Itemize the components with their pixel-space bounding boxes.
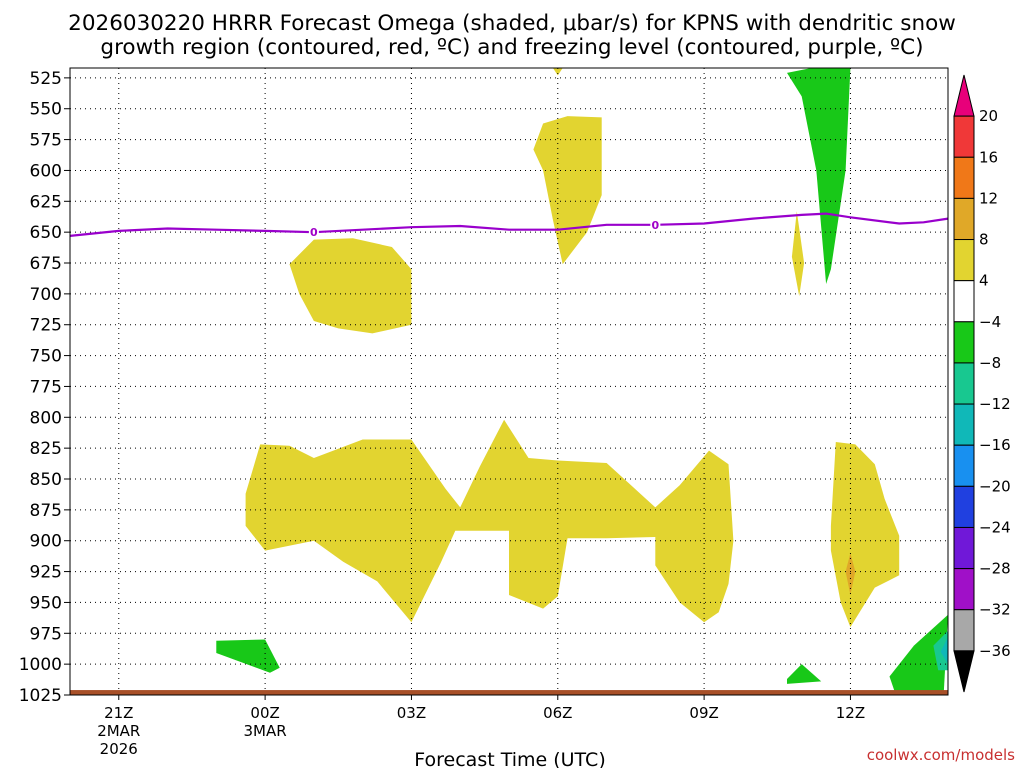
plot-frame <box>69 67 949 696</box>
y-tick-label-675: 675 <box>30 254 62 274</box>
omega-region-9 <box>787 664 822 684</box>
omega-colorbar: 20 16 12 8 4 −4 −8 −12 −16 −20 −24 −28 −32 −36 <box>953 74 1011 693</box>
freezing-label-bg-0 <box>308 225 319 239</box>
omega-region-10 <box>889 614 948 695</box>
x-axis-label: Forecast Time (UTC) <box>414 749 605 768</box>
colorbar-label-8: −16 <box>979 436 1011 454</box>
colorbar-swatch-2 <box>953 156 975 199</box>
colorbar-label-10: −24 <box>979 518 1011 536</box>
colorbar-label-1: 16 <box>979 148 998 166</box>
omega-region-8 <box>216 639 280 673</box>
y-tick-label-950: 950 <box>30 593 62 613</box>
colorbar-swatch-5 <box>953 280 975 323</box>
colorbar-swatch-13 <box>953 609 975 652</box>
freezing-level-label-0: 0 <box>310 226 318 239</box>
colorbar-label-5: −4 <box>979 313 1001 331</box>
pressure-axis: 525 550 575 600 625 650 675 700 725 750 775 800 825 8… <box>19 69 70 706</box>
y-tick-label-600: 600 <box>30 161 62 181</box>
freezing-level-contour: 00 <box>69 212 949 239</box>
x-tick-date-21Z: 2MAR <box>97 722 140 740</box>
colorbar-swatch-8 <box>953 403 975 446</box>
y-tick-label-1025: 1025 <box>19 686 62 706</box>
colorbar-label-9: −20 <box>979 477 1011 495</box>
y-tick-label-625: 625 <box>30 192 62 212</box>
surface-ground-layer <box>70 690 948 695</box>
y-tick-label-650: 650 <box>30 223 62 243</box>
y-tick-label-550: 550 <box>30 100 62 120</box>
colorbar-label-12: −32 <box>979 601 1011 619</box>
omega-region-6 <box>845 553 856 595</box>
colorbar-label-0: 20 <box>979 107 998 125</box>
colorbar-swatch-11 <box>953 526 975 570</box>
x-tick-label-03Z: 03Z <box>397 704 426 722</box>
surface-layer <box>70 690 948 695</box>
y-tick-label-725: 725 <box>30 316 62 336</box>
y-tick-label-925: 925 <box>30 563 62 583</box>
omega-region-12 <box>940 637 948 665</box>
colorbar-swatch-9 <box>953 444 975 487</box>
x-tick-label-06Z: 06Z <box>543 704 572 722</box>
y-tick-label-750: 750 <box>30 347 62 367</box>
omega-region-0 <box>552 68 563 76</box>
colorbar-label-2: 12 <box>979 189 998 207</box>
omega-region-3 <box>791 211 805 297</box>
colorbar-label-4: 4 <box>979 272 989 290</box>
colorbar-label-13: −36 <box>979 642 1011 660</box>
y-tick-label-975: 975 <box>30 624 62 644</box>
freezing-level-line <box>69 212 949 237</box>
freezing-level-label-1: 0 <box>652 219 660 232</box>
omega-region-7 <box>787 68 851 284</box>
y-tick-label-825: 825 <box>30 439 62 459</box>
y-tick-label-775: 775 <box>30 377 62 397</box>
x-tick-year-21Z: 2026 <box>100 740 138 758</box>
omega-region-2 <box>289 238 412 334</box>
y-tick-label-800: 800 <box>30 408 62 428</box>
chart-title-line1: 2026030220 HRRR Forecast Omega (shaded, … <box>68 11 956 36</box>
colorbar-swatch-6 <box>953 321 975 364</box>
colorbar-bottom-arrow <box>953 650 975 693</box>
x-tick-date-00Z: 3MAR <box>244 722 287 740</box>
colorbar-swatch-4 <box>953 239 975 282</box>
x-tick-label-21Z: 21Z <box>104 704 133 722</box>
chart-title-line2: growth region (contoured, red, ºC) and f… <box>100 35 923 60</box>
colorbar-swatch-7 <box>953 362 975 405</box>
colorbar-swatch-12 <box>953 568 975 611</box>
y-tick-label-850: 850 <box>30 470 62 490</box>
y-tick-label-700: 700 <box>30 285 62 305</box>
colorbar-swatch-1 <box>953 115 975 158</box>
colorbar-label-11: −28 <box>979 560 1011 578</box>
colorbar-swatch-10 <box>953 485 975 528</box>
y-tick-label-900: 900 <box>30 532 62 552</box>
y-tick-label-575: 575 <box>30 131 62 151</box>
y-tick-label-1000: 1000 <box>19 655 62 675</box>
colorbar-label-6: −8 <box>979 354 1001 372</box>
omega-region-11 <box>933 630 948 671</box>
credit-text: coolwx.com/models <box>867 746 1015 764</box>
colorbar-swatch-3 <box>953 197 975 241</box>
freezing-label-bg-1 <box>650 217 661 231</box>
colorbar-label-7: −12 <box>979 395 1011 413</box>
y-tick-label-875: 875 <box>30 501 62 521</box>
omega-region-4 <box>245 419 734 623</box>
x-tick-label-00Z: 00Z <box>250 704 279 722</box>
colorbar-label-3: 8 <box>979 231 989 249</box>
y-tick-label-525: 525 <box>30 69 62 89</box>
x-tick-label-09Z: 09Z <box>689 704 718 722</box>
x-tick-label-12Z: 12Z <box>836 704 865 722</box>
